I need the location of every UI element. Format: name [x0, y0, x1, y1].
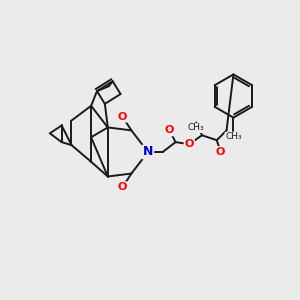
Text: O: O: [184, 139, 194, 149]
Text: O: O: [216, 147, 225, 157]
Text: O: O: [118, 182, 127, 192]
Text: CH₃: CH₃: [225, 132, 242, 141]
Text: O: O: [165, 125, 174, 135]
Text: O: O: [118, 112, 127, 122]
Text: CH₃: CH₃: [188, 124, 204, 133]
Text: N: N: [143, 146, 153, 158]
